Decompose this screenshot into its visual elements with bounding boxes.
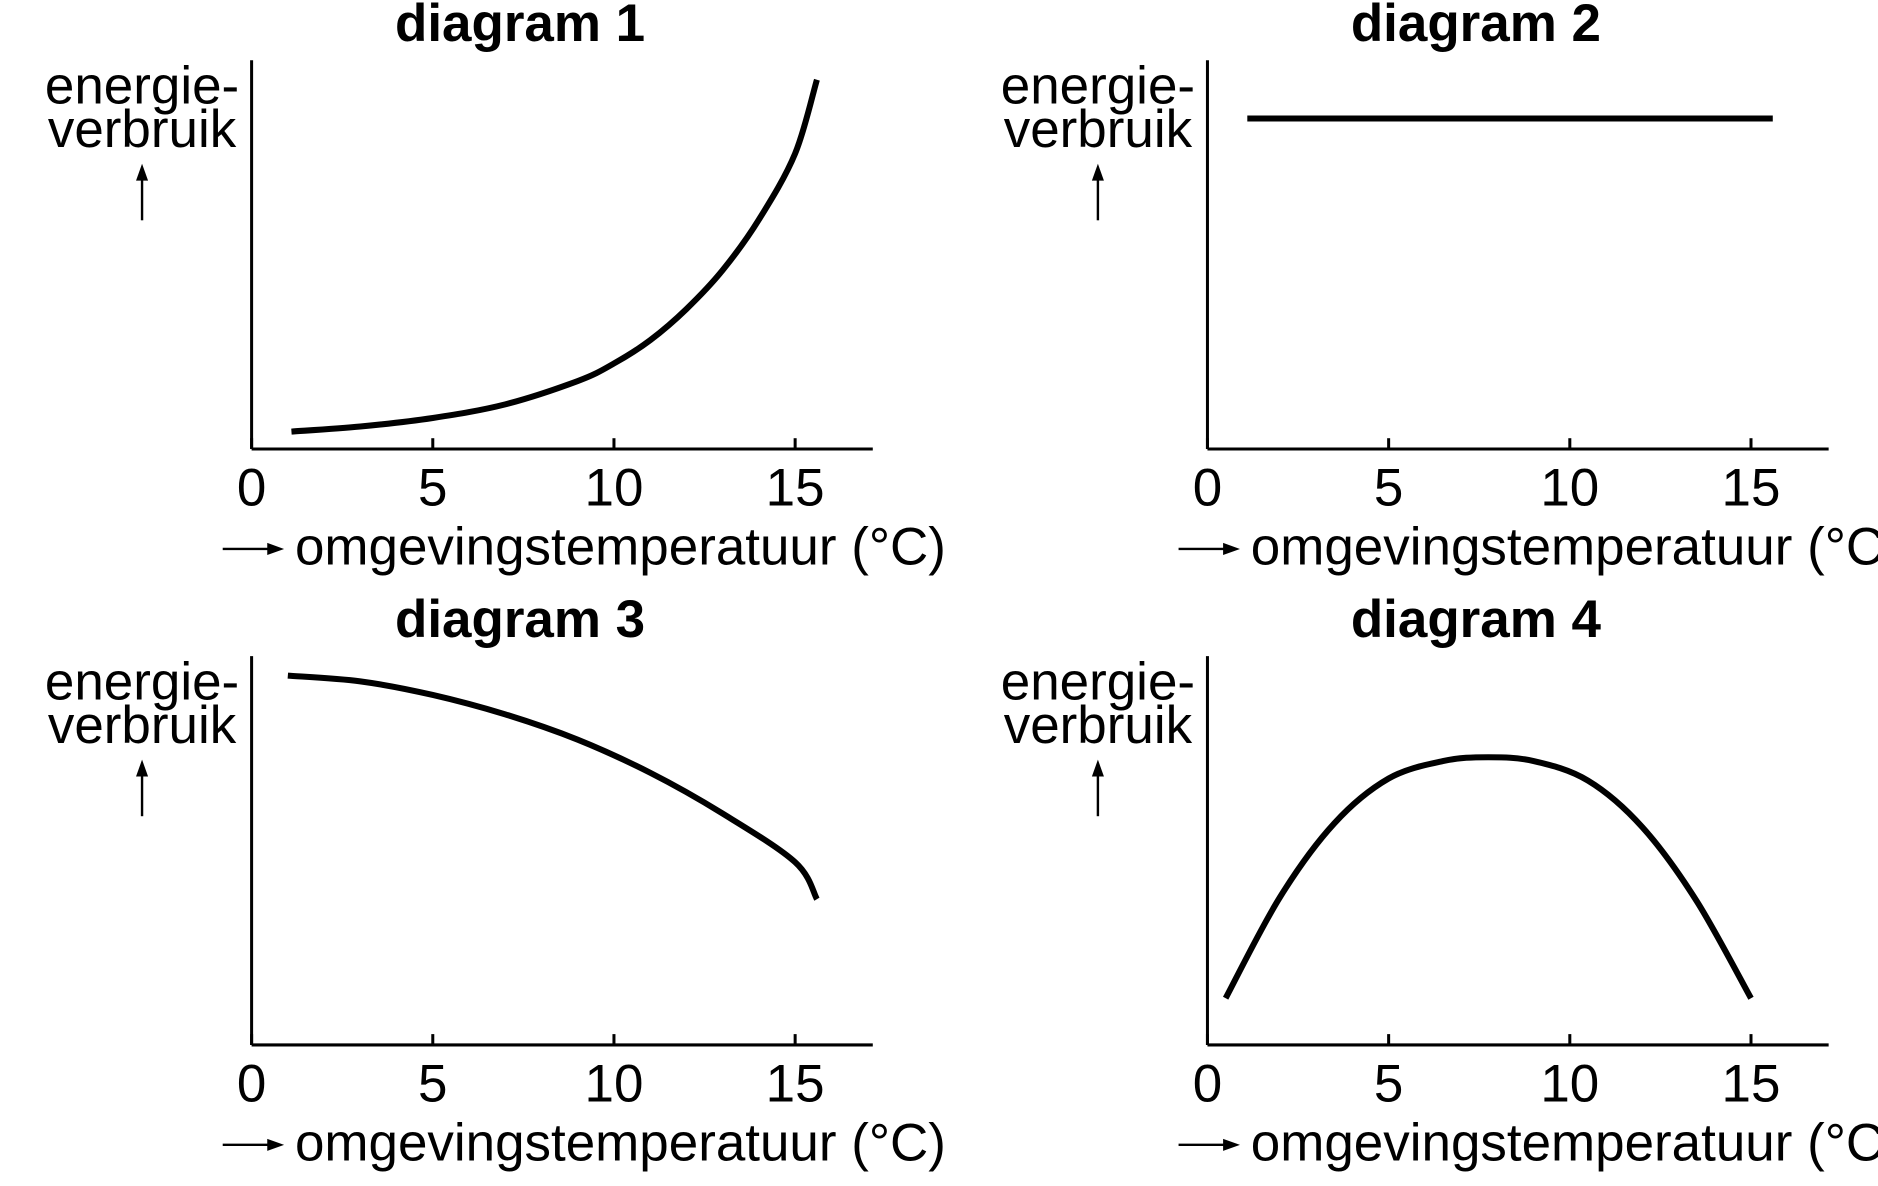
chart-title: diagram 3 [395, 590, 645, 649]
series-line-1 [287, 672, 820, 901]
x-tick-label: 5 [1374, 1055, 1403, 1114]
series-line-1 [1222, 754, 1754, 1000]
chart-title: diagram 2 [1351, 0, 1601, 53]
x-tick-label: 10 [585, 1055, 644, 1114]
chart-title: diagram 1 [395, 0, 645, 53]
x-tick-label: 15 [1722, 1055, 1781, 1114]
x-tick-label: 15 [766, 1055, 825, 1114]
y-axis-label-line-2: verbruik [48, 100, 237, 159]
x-axis-label: omgevingstemperatuur (°C) [295, 518, 946, 577]
x-tick-label: 5 [418, 459, 447, 518]
x-tick-label: 15 [1722, 459, 1781, 518]
chart-panel-2: diagram 2 energie-verbruik 0 5 10 15omgevings… [1001, 0, 1878, 577]
x-axis-arrow-head [1223, 1138, 1240, 1151]
chart-panel-3: diagram 3 energie-verbruik 0 5 10 15omgevings… [45, 590, 946, 1173]
y-axis-arrow-head [136, 163, 149, 181]
y-axis-arrow-head [1091, 163, 1104, 181]
y-axis-arrow-head [136, 759, 149, 777]
y-axis-label-line-2: verbruik [48, 696, 237, 755]
x-axis-arrow-head [267, 1138, 285, 1151]
x-axis-label: omgevingstemperatuur (°C) [1251, 518, 1878, 577]
y-axis-label-line-2: verbruik [1004, 696, 1193, 755]
y-axis-label-line-1: energie- [45, 652, 239, 711]
y-axis-label-line-1: energie- [1001, 57, 1195, 116]
y-axis-label-line-1: energie- [45, 57, 239, 116]
x-axis-arrow-head [1223, 542, 1240, 555]
chart-panel-4: diagram 4 energie-verbruik 0 5 10 15omgevings… [1001, 590, 1878, 1173]
x-tick-label: 10 [585, 459, 644, 518]
x-tick-label: 0 [1193, 459, 1222, 518]
y-axis-label-line-1: energie- [1001, 652, 1195, 711]
x-tick-label: 5 [418, 1055, 447, 1114]
x-axis-label: omgevingstemperatuur (°C) [295, 1114, 946, 1173]
chart-panel-1: diagram 1 energie-verbruik 0 5 10 15omgevings… [45, 0, 946, 577]
series-line-1 [291, 78, 820, 435]
x-tick-label: 10 [1540, 459, 1599, 518]
x-tick-label: 15 [766, 459, 825, 518]
y-axis-label-line-2: verbruik [1004, 100, 1193, 159]
x-axis-label: omgevingstemperatuur (°C) [1251, 1114, 1878, 1173]
x-tick-label: 5 [1374, 459, 1403, 518]
x-tick-label: 0 [237, 1055, 266, 1114]
x-tick-label: 10 [1540, 1055, 1599, 1114]
x-axis-arrow-head [267, 542, 285, 555]
y-axis-arrow-head [1091, 759, 1104, 777]
x-tick-label: 0 [237, 459, 266, 518]
x-tick-label: 0 [1193, 1055, 1222, 1114]
chart-title: diagram 4 [1351, 590, 1602, 649]
